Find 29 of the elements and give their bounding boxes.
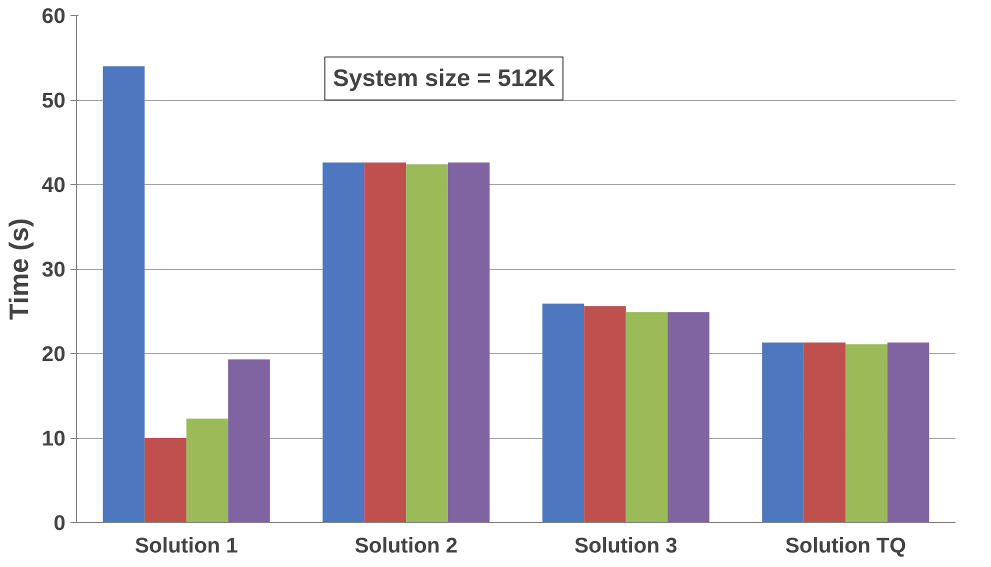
bar [846, 344, 888, 522]
x-tick-label: Solution TQ [785, 534, 906, 558]
y-axis-title: Time (s) [4, 218, 34, 320]
bar [668, 312, 710, 522]
bar [144, 438, 186, 522]
y-tick-label: 50 [42, 88, 66, 112]
y-tick-label: 60 [42, 4, 66, 28]
bar [322, 162, 364, 522]
bar [448, 162, 490, 522]
y-tick-label: 0 [54, 511, 66, 535]
x-tick-label: Solution 3 [574, 534, 678, 558]
x-tick-label: Solution 2 [354, 534, 458, 558]
bar [102, 66, 145, 522]
y-tick-label: 20 [42, 342, 66, 366]
annotation: System size = 512K [332, 65, 556, 92]
bar [186, 418, 228, 522]
y-tick-label: 40 [42, 173, 66, 197]
bar [762, 342, 804, 522]
bar [542, 304, 584, 522]
bar [406, 164, 448, 522]
bar [887, 342, 930, 522]
bar [626, 312, 668, 522]
bar [804, 342, 846, 522]
y-tick-label: 30 [42, 258, 66, 282]
bar [364, 162, 406, 522]
x-tick-label: Solution 1 [134, 534, 238, 558]
y-tick-label: 10 [42, 426, 66, 450]
bar [584, 306, 626, 522]
bar [228, 359, 270, 522]
